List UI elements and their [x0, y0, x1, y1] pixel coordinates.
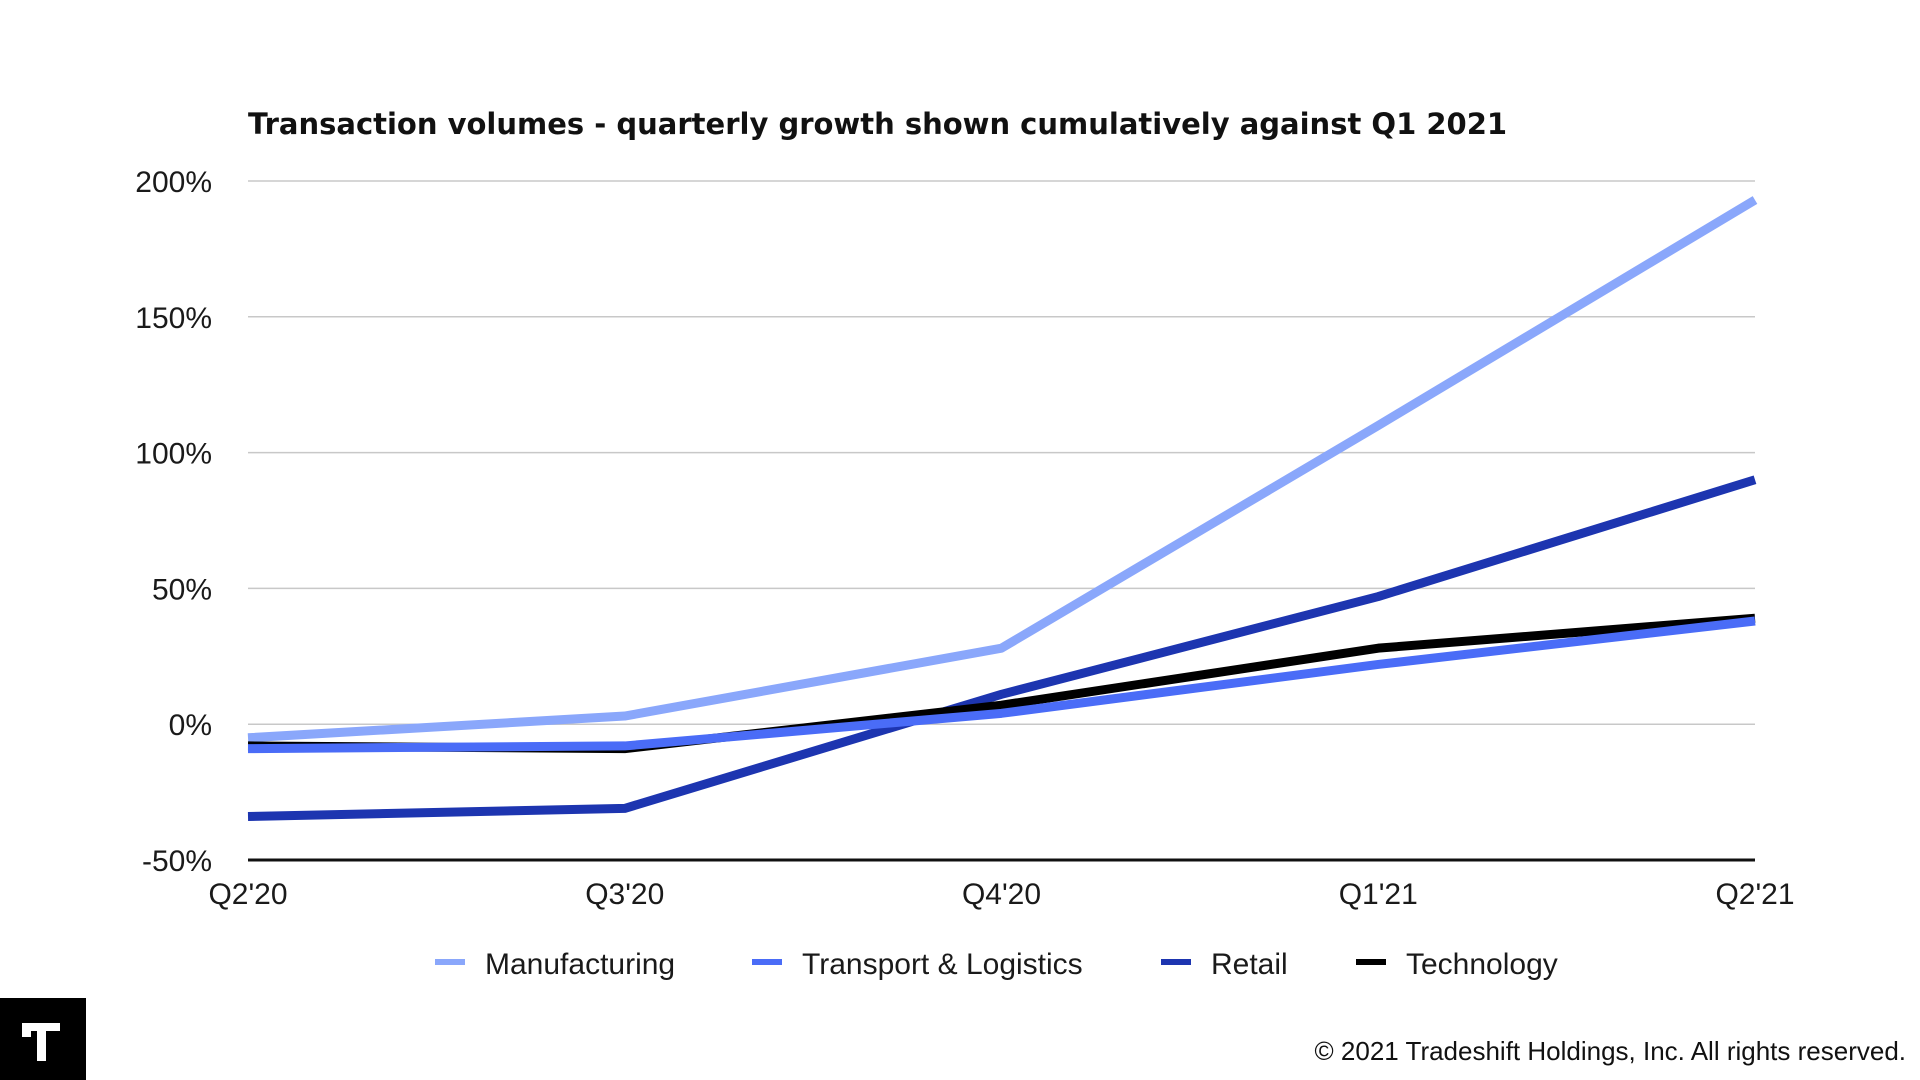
series-line-transport-logistics — [247, 616, 1756, 754]
y-tick-label: 0% — [169, 709, 212, 742]
legend-label-technology: Technology — [1406, 948, 1558, 981]
x-tick-label: Q3'20 — [585, 878, 664, 911]
series-lines — [247, 196, 1758, 822]
series-line-retail — [247, 475, 1757, 822]
x-tick-label: Q1'21 — [1339, 878, 1418, 911]
tradeshift-logo-icon — [0, 998, 86, 1080]
legend-label-retail: Retail — [1211, 948, 1288, 981]
legend-label-transport-logistics: Transport & Logistics — [802, 948, 1083, 981]
x-tick-label: Q2'21 — [1715, 878, 1794, 911]
copyright-text: © 2021 Tradeshift Holdings, Inc. All rig… — [1314, 1036, 1906, 1066]
y-axis-ticks: 200% 150% 100% 50% 0% -50% — [135, 166, 212, 878]
legend-label-manufacturing: Manufacturing — [485, 948, 675, 981]
x-axis-ticks: Q2'20 Q3'20 Q4'20 Q1'21 Q2'21 — [208, 878, 1794, 911]
y-tick-label: -50% — [142, 845, 212, 878]
series-line-manufacturing — [247, 196, 1758, 743]
y-tick-label: 50% — [152, 573, 212, 606]
x-tick-label: Q2'20 — [208, 878, 287, 911]
x-tick-label: Q4'20 — [962, 878, 1041, 911]
y-tick-label: 150% — [135, 302, 212, 335]
y-tick-label: 100% — [135, 438, 212, 471]
legend: Manufacturing Transport & Logistics Retail… — [435, 948, 1558, 981]
chart-title: Transaction volumes - quarterly growth s… — [248, 107, 1507, 141]
logo-bar-left — [22, 1023, 31, 1037]
logo-bar-vertical — [37, 1023, 46, 1061]
y-tick-label: 200% — [135, 166, 212, 199]
